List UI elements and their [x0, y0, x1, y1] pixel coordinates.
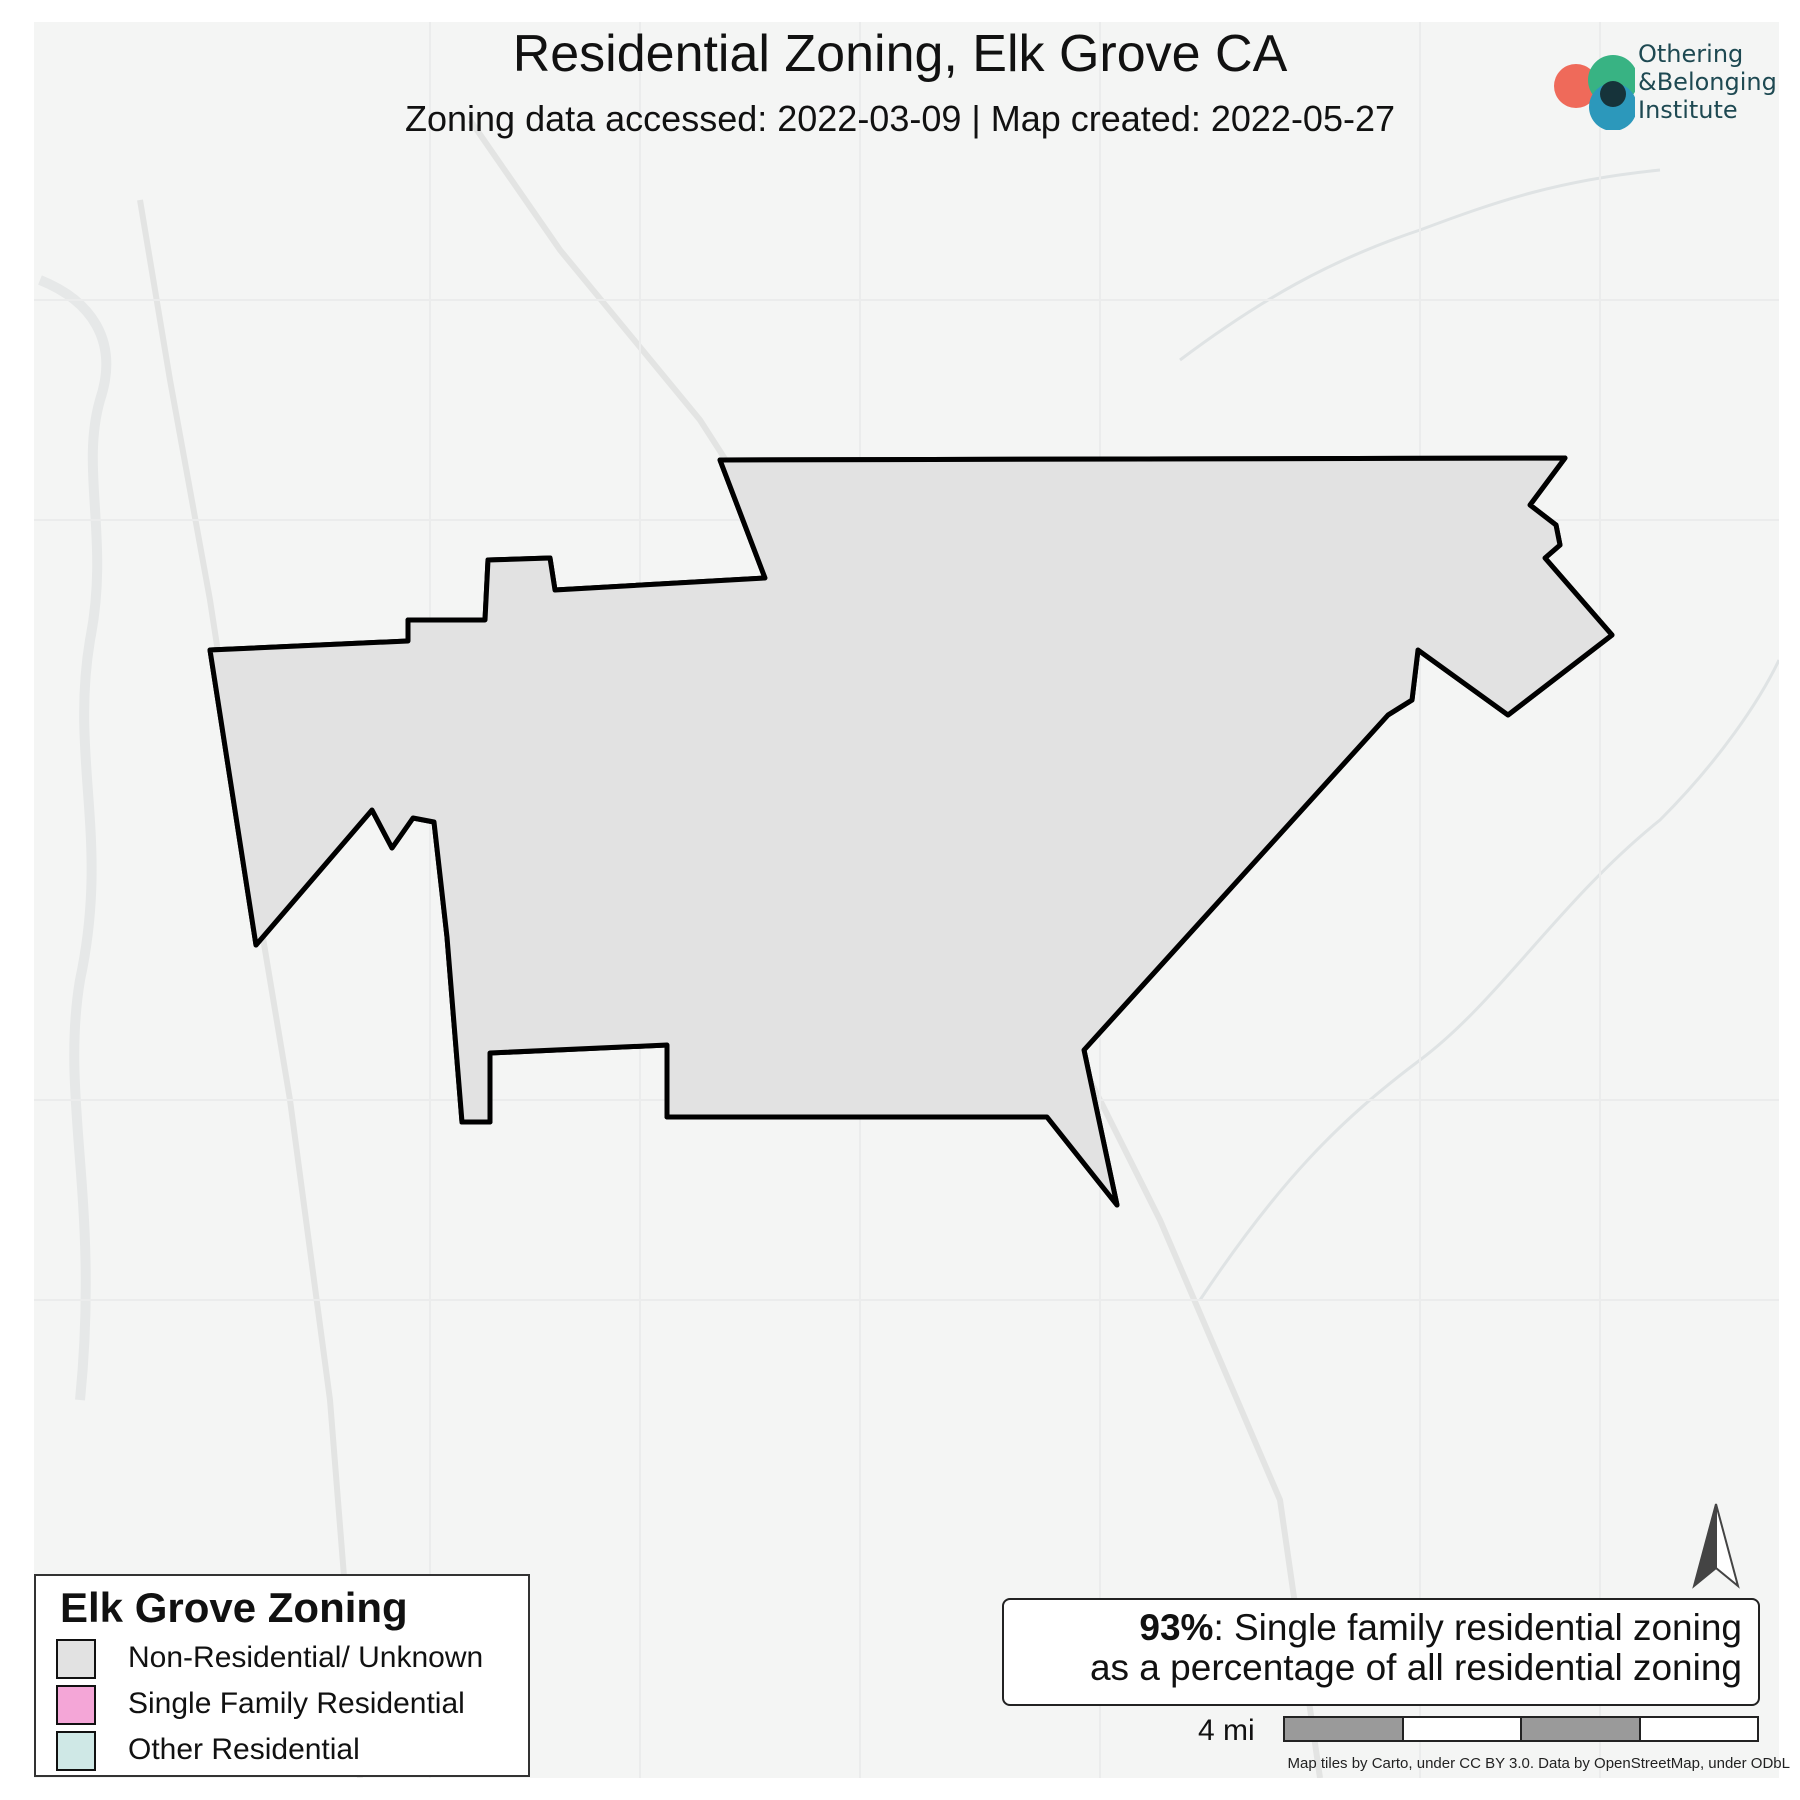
interstate-5 [137, 199, 363, 1778]
creek-east [1198, 659, 1779, 1301]
scale-bar [1283, 1716, 1759, 1742]
othering-belonging-logo: Othering &Belonging Institute [1520, 30, 1790, 131]
stat-value: 93% [1139, 1607, 1214, 1648]
scale-segment [1522, 1718, 1641, 1740]
legend-label: Single Family Residential [128, 1687, 465, 1720]
logo-circles-icon [1554, 55, 1638, 131]
scale-segment [1285, 1718, 1404, 1740]
map-frame[interactable] [34, 22, 1779, 1778]
logo-line-3: Institute [1638, 96, 1738, 124]
stat-line-1: 93%: Single family residential zoning [1004, 1608, 1742, 1648]
stat-box: 93%: Single family residential zoning as… [1002, 1598, 1760, 1706]
logo-line-2: &Belonging [1638, 68, 1777, 96]
legend-swatch [56, 1731, 96, 1771]
stat-line-2: as a percentage of all residential zonin… [1089, 1647, 1742, 1688]
map-title: Residential Zoning, Elk Grove CA [512, 25, 1288, 83]
legend-swatch [56, 1639, 96, 1679]
legend: Elk Grove Zoning Non-Residential/ Unknow… [34, 1574, 530, 1777]
scale-segment [1640, 1718, 1757, 1740]
basemap [34, 22, 1779, 1778]
city-zoning [207, 455, 1615, 1208]
river [38, 275, 112, 1401]
stat-text: : Single family residential zoning [1213, 1607, 1742, 1648]
scale-label: 4 mi [1198, 1714, 1255, 1747]
legend-title: Elk Grove Zoning [60, 1584, 408, 1631]
scale-segment [1403, 1718, 1522, 1740]
legend-swatch [56, 1685, 96, 1725]
logo-line-1: Othering [1638, 40, 1744, 68]
legend-label: Other Residential [128, 1733, 360, 1766]
attribution: Map tiles by Carto, under CC BY 3.0. Dat… [1287, 1755, 1790, 1772]
map-subtitle: Zoning data accessed: 2022-03-09 | Map c… [405, 98, 1395, 139]
north-arrow-icon [1692, 1503, 1740, 1589]
legend-label: Non-Residential/ Unknown [128, 1641, 484, 1674]
